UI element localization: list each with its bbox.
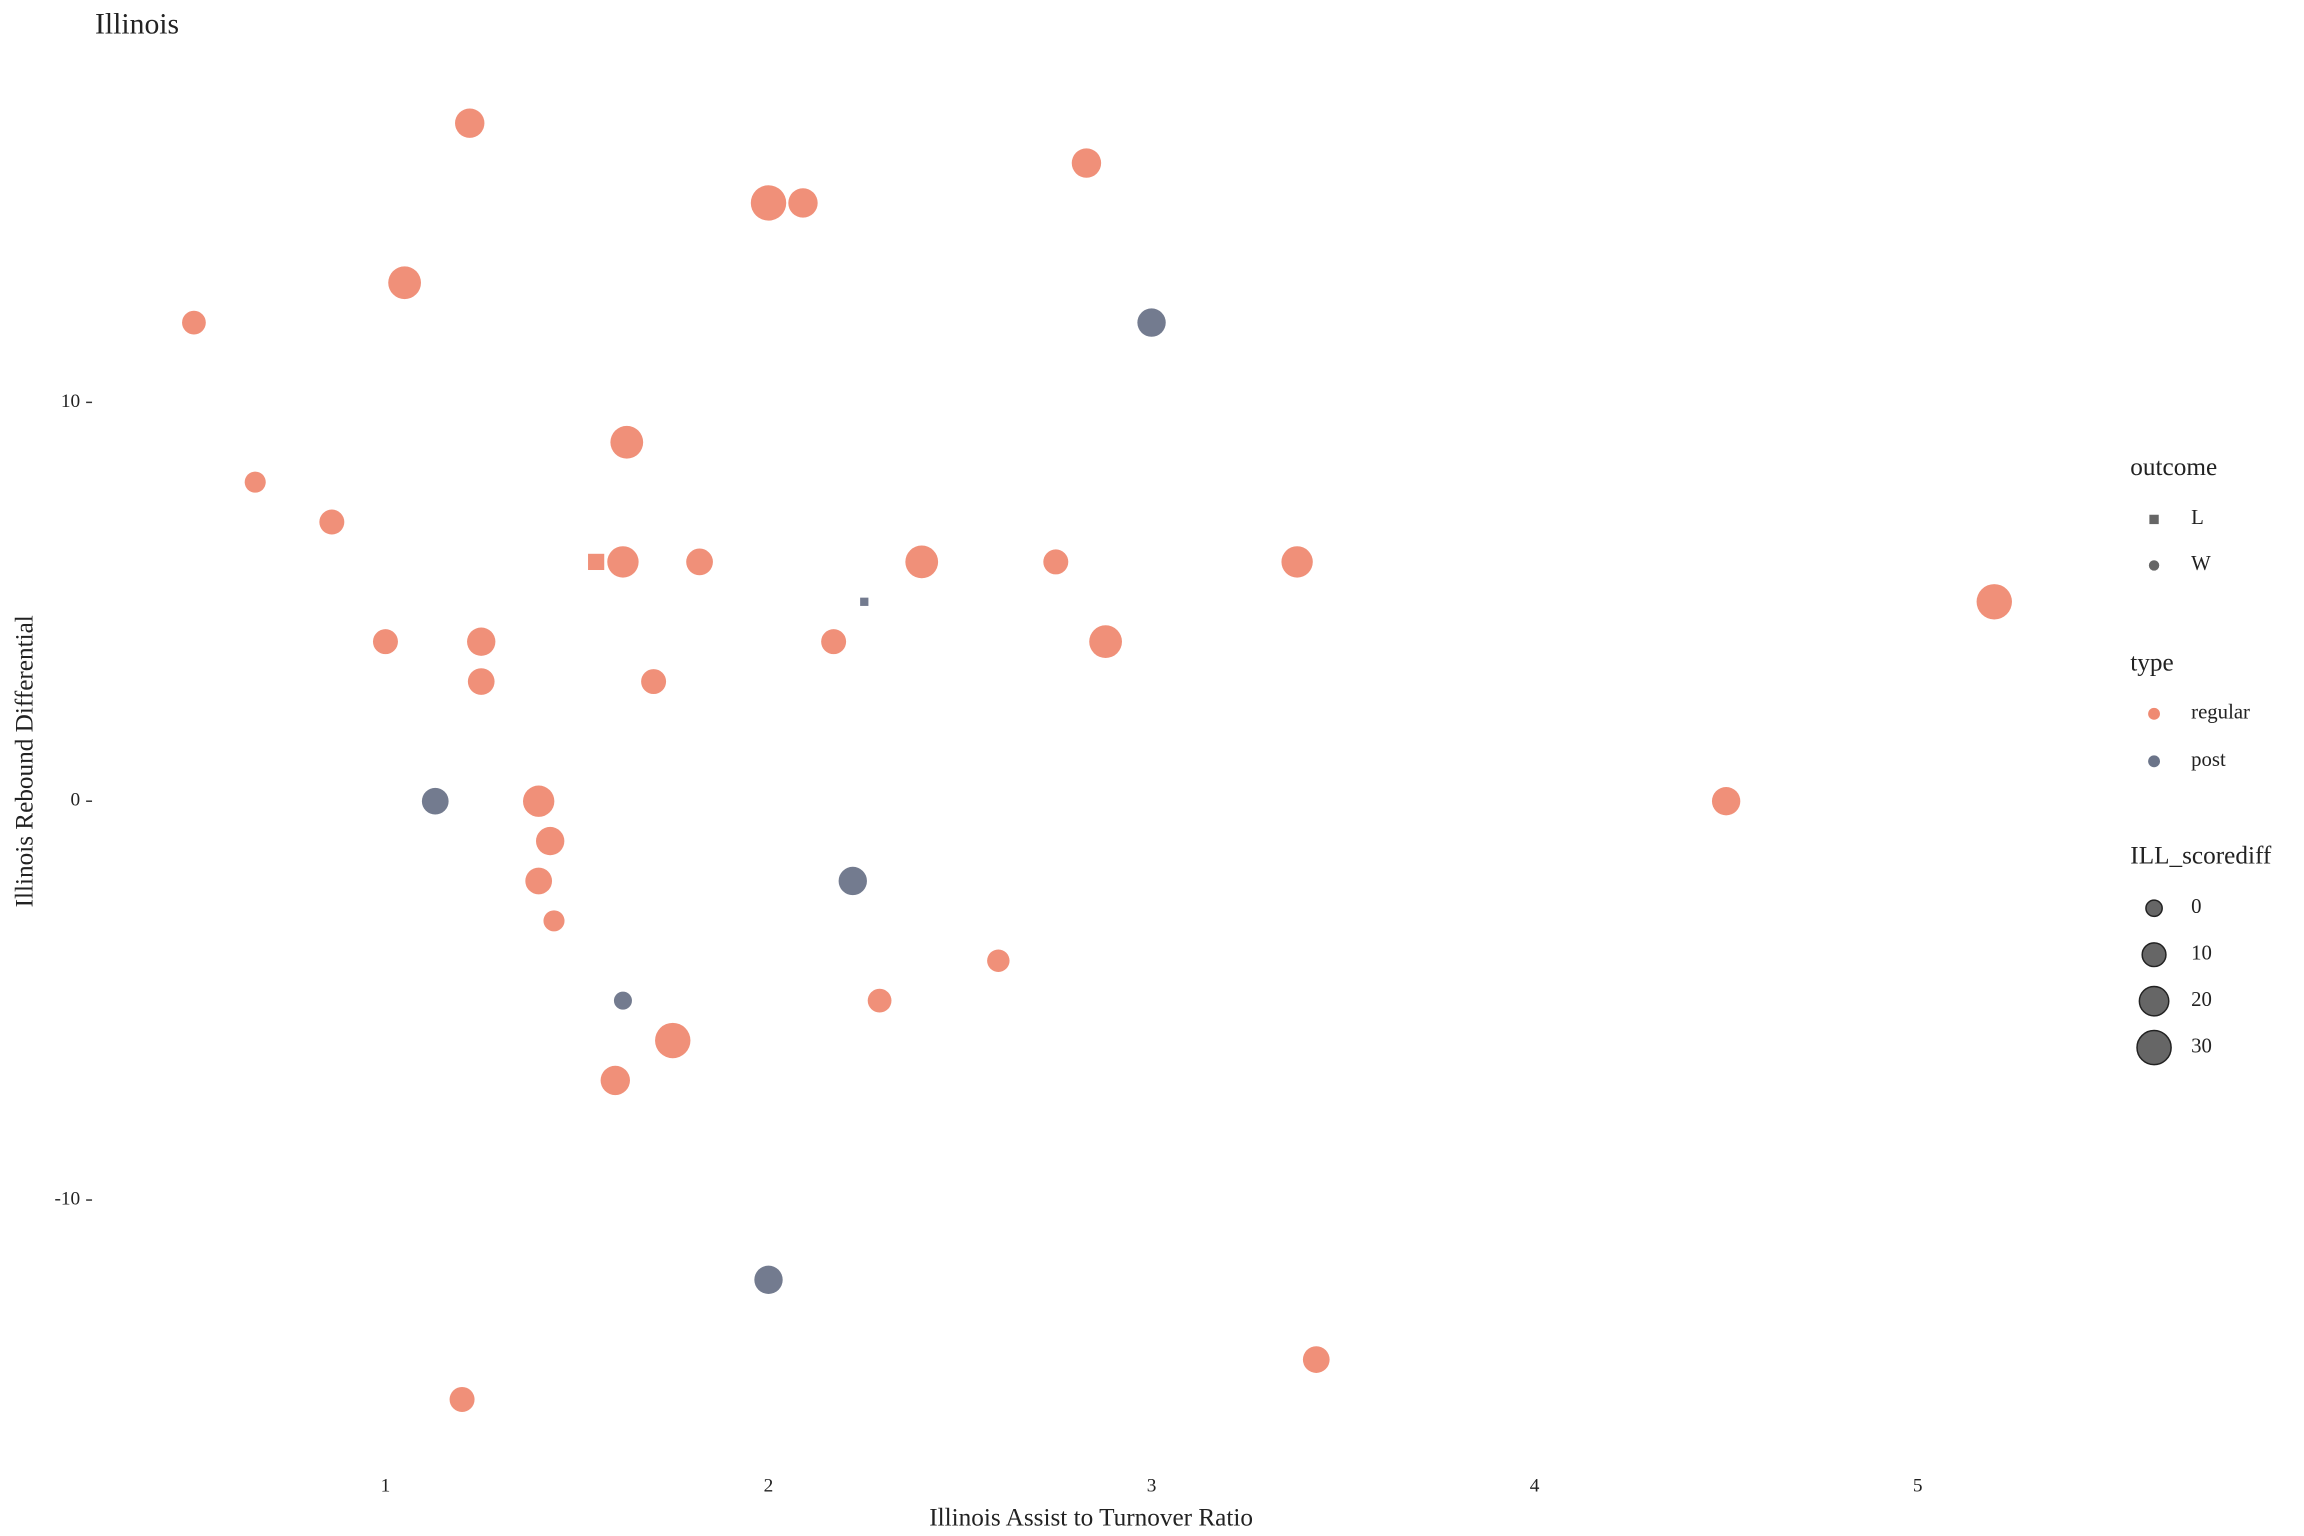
legend-label: 20	[2191, 988, 2212, 1011]
point	[1302, 1346, 1330, 1373]
point	[607, 546, 639, 578]
point	[821, 629, 847, 655]
legend-label: 10	[2191, 941, 2212, 964]
point	[610, 425, 644, 459]
legend-swatch	[2148, 755, 2160, 768]
point	[421, 787, 449, 815]
point	[1976, 584, 2012, 620]
legend-size	[2136, 1029, 2172, 1066]
y-tick-label: -10	[54, 1188, 80, 1209]
chart-title: Illinois	[95, 9, 179, 41]
point	[1137, 308, 1166, 337]
point	[535, 826, 565, 856]
point	[588, 553, 605, 571]
y-axis-label: Illinois Rebound Differential	[12, 615, 39, 907]
point	[1043, 549, 1069, 575]
point	[319, 509, 345, 535]
x-tick-label: 1	[381, 1475, 391, 1496]
point	[838, 866, 867, 896]
legend-size	[2141, 942, 2167, 968]
x-tick-label: 3	[1147, 1475, 1157, 1496]
legend-size	[2145, 899, 2163, 918]
point	[754, 1265, 783, 1294]
point	[686, 548, 713, 576]
point	[905, 545, 939, 579]
point	[543, 910, 565, 932]
point	[449, 1386, 475, 1412]
point	[655, 1022, 691, 1059]
legend-label: regular	[2191, 701, 2250, 724]
y-tick-label: 10	[61, 391, 80, 412]
point	[867, 988, 892, 1013]
x-tick-label: 2	[764, 1475, 774, 1496]
legend-title: ILL_scorediff	[2130, 843, 2272, 870]
point	[1071, 148, 1102, 178]
legend-swatch	[2149, 514, 2159, 525]
legend-label: L	[2191, 506, 2204, 529]
point	[388, 266, 421, 300]
point	[987, 949, 1010, 972]
point	[1711, 787, 1741, 816]
point	[750, 185, 787, 221]
x-axis-label: Illinois Assist to Turnover Ratio	[929, 1504, 1253, 1531]
legend-label: 0	[2191, 895, 2201, 918]
point	[641, 669, 667, 695]
legend-size	[2138, 985, 2170, 1017]
point	[613, 991, 632, 1010]
legend-title: type	[2130, 650, 2173, 677]
point	[525, 867, 553, 895]
point	[600, 1065, 630, 1096]
legend-label: W	[2191, 552, 2211, 575]
legend-swatch	[2148, 560, 2160, 571]
point	[860, 597, 869, 606]
point	[522, 785, 555, 817]
point	[1089, 625, 1122, 659]
y-tick-label: 0	[71, 790, 81, 811]
x-tick-label: 5	[1913, 1475, 1923, 1496]
legend-title: outcome	[2130, 454, 2217, 481]
point	[182, 310, 206, 335]
legend-swatch	[2148, 707, 2160, 720]
point	[788, 188, 818, 218]
x-tick-label: 4	[1530, 1475, 1540, 1496]
point	[455, 108, 485, 138]
point	[1281, 546, 1313, 578]
legend-label: post	[2191, 748, 2226, 771]
point	[467, 627, 496, 656]
point	[467, 668, 495, 695]
point	[244, 471, 266, 493]
legend-label: 30	[2191, 1034, 2212, 1057]
point	[372, 629, 398, 655]
